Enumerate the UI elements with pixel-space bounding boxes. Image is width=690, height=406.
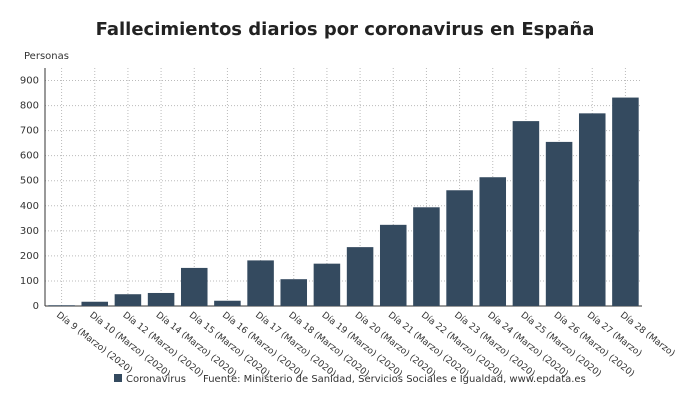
bar — [512, 121, 540, 307]
y-tick-label: 700 — [20, 126, 39, 137]
bar — [479, 177, 507, 306]
bar — [346, 247, 374, 306]
bar — [379, 224, 407, 306]
chart-title: Fallecimientos diarios por coronavirus e… — [96, 19, 595, 40]
y-axis-label: Personas — [24, 51, 69, 62]
legend-label: Coronavirus — [126, 374, 186, 385]
bar — [413, 207, 440, 306]
bar — [280, 279, 308, 306]
x-tick-label: Día 28 (Marzo) — [618, 310, 676, 359]
y-tick-label: 200 — [20, 251, 39, 262]
y-tick-label: 0 — [33, 301, 39, 312]
bar — [446, 190, 473, 306]
bar — [214, 300, 241, 306]
source: Fuente: Ministerio de Sanidad, Servicios… — [203, 374, 586, 385]
y-tick-label: 500 — [20, 176, 39, 187]
bar — [81, 301, 109, 306]
bar — [48, 305, 75, 306]
bar — [545, 141, 573, 306]
bar — [180, 267, 208, 306]
bar — [147, 292, 175, 306]
y-tick-label: 300 — [20, 226, 39, 237]
bar — [313, 263, 341, 306]
y-tick-label: 900 — [20, 76, 39, 87]
y-tick-label: 400 — [20, 201, 39, 212]
legend-swatch — [114, 374, 122, 382]
bar — [114, 294, 142, 306]
y-tick-label: 800 — [20, 101, 39, 112]
y-tick-label: 100 — [20, 276, 39, 287]
bar — [612, 97, 639, 306]
bar — [247, 260, 274, 306]
bar — [578, 113, 606, 306]
y-tick-label: 600 — [20, 151, 39, 162]
